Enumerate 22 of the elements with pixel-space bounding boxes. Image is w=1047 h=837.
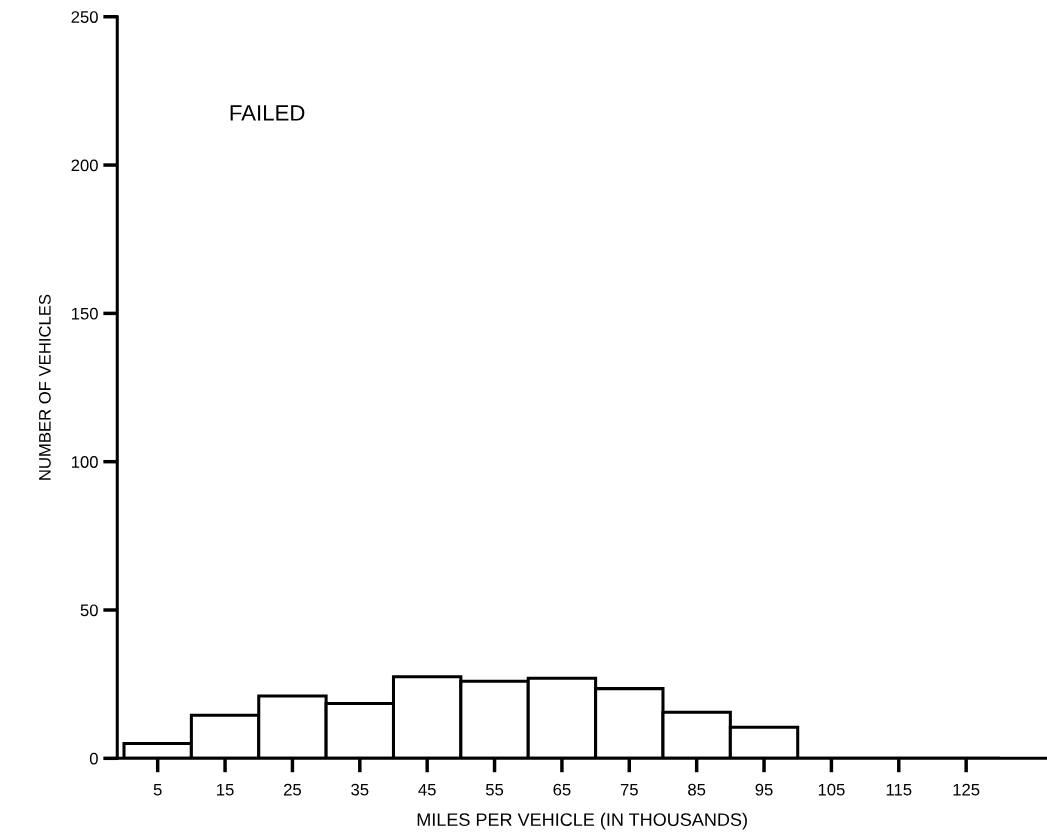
x-tick-label: 25 xyxy=(284,783,301,796)
x-tick-label: 45 xyxy=(418,783,436,796)
x-tick-label: 115 xyxy=(886,783,912,796)
x-tick-label: 125 xyxy=(953,783,980,796)
x-tick-label: 65 xyxy=(553,783,571,796)
y-axis-title: NUMBER OF VEHICLES xyxy=(38,294,51,480)
x-tick-label: 105 xyxy=(818,783,845,796)
y-tick-label: 50 xyxy=(80,604,98,617)
y-tick-label: 0 xyxy=(89,752,98,765)
x-axis-title: MILES PER VEHICLE (IN THOUSANDS) xyxy=(417,812,747,830)
y-tick-label: 250 xyxy=(71,11,98,23)
y-tick-label: 100 xyxy=(71,456,98,468)
x-tick-label: 35 xyxy=(351,783,369,796)
x-tick-label: 15 xyxy=(217,783,234,796)
y-tick-label: 200 xyxy=(71,159,98,172)
x-tick-label: 5 xyxy=(153,783,162,796)
annotation: FAILED xyxy=(230,105,305,121)
x-tick-label: 95 xyxy=(755,783,773,796)
y-tick-label: 150 xyxy=(71,307,98,320)
x-tick-label: 85 xyxy=(688,783,706,796)
x-tick-label: 55 xyxy=(485,783,504,796)
x-tick-label: 75 xyxy=(620,783,638,796)
